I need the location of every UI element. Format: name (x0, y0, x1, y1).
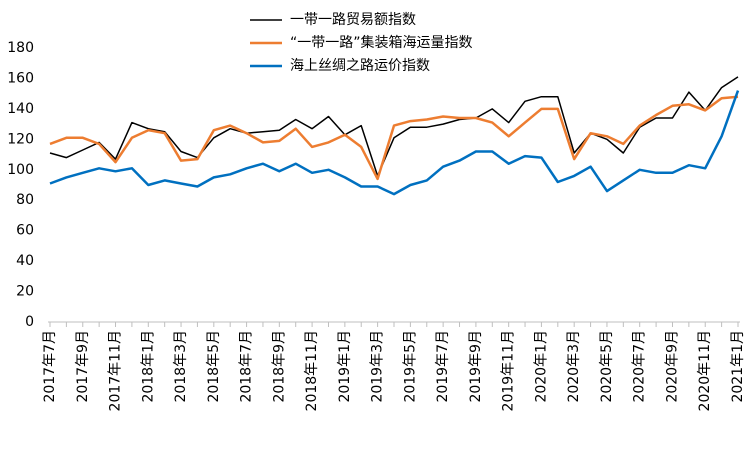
y-tick-label: 40 (16, 253, 34, 269)
y-tick-label: 140 (7, 101, 34, 117)
x-tick-label: 2018年9月 (271, 330, 287, 403)
x-tick-label: 2019年7月 (435, 330, 451, 403)
x-tick-label: 2020年3月 (566, 330, 582, 403)
legend-label: “一带一路”集装箱海运量指数 (290, 34, 473, 51)
x-tick-label: 2019年9月 (468, 330, 484, 403)
x-tick-label: 2021年1月 (730, 330, 746, 403)
y-tick-label: 60 (16, 223, 34, 239)
y-tick-label: 20 (16, 284, 34, 300)
y-tick-label: 120 (7, 131, 34, 147)
legend-label: 海上丝绸之路运价指数 (290, 58, 430, 74)
y-tick-label: 100 (7, 162, 34, 178)
x-tick-label: 2020年9月 (664, 330, 680, 403)
x-tick-label: 2020年11月 (697, 330, 713, 411)
series-line (49, 95, 739, 181)
x-tick-label: 2019年3月 (370, 330, 386, 403)
y-tick-label: 160 (7, 70, 34, 86)
x-tick-label: 2018年1月 (140, 330, 156, 403)
x-tick-label: 2020年7月 (632, 330, 648, 403)
x-tick-label: 2019年1月 (337, 330, 353, 403)
y-tick-label: 80 (16, 192, 34, 208)
y-tick-label: 0 (25, 314, 34, 330)
series-line (49, 90, 740, 196)
x-tick-label: 2019年5月 (402, 330, 418, 403)
x-tick-label: 2017年9月 (75, 330, 91, 403)
series-line (49, 76, 739, 177)
y-tick-label: 180 (7, 40, 34, 56)
x-tick-label: 2018年11月 (304, 330, 320, 411)
x-tick-label: 2018年3月 (173, 330, 189, 403)
x-tick-label: 2020年1月 (533, 330, 549, 403)
x-tick-label: 2017年11月 (108, 330, 124, 411)
x-tick-label: 2020年5月 (599, 330, 615, 403)
x-tick-label: 2018年7月 (239, 330, 255, 403)
x-tick-label: 2019年11月 (501, 330, 517, 411)
legend-label: 一带一路贸易额指数 (290, 12, 416, 28)
x-tick-label: 2017年7月 (42, 330, 58, 403)
x-tick-label: 2018年5月 (206, 330, 222, 403)
